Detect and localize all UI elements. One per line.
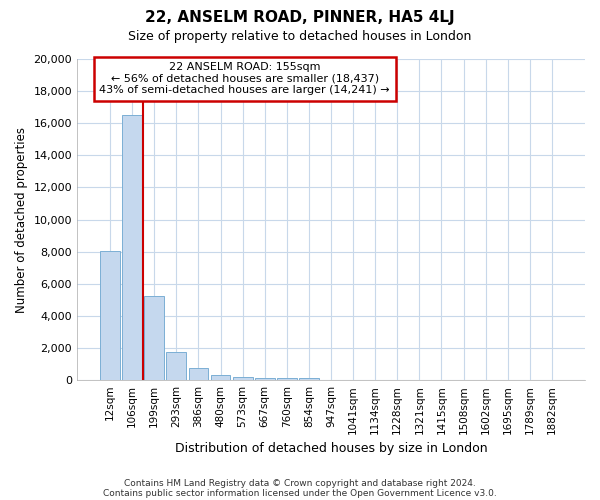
Bar xyxy=(233,377,253,380)
Text: Size of property relative to detached houses in London: Size of property relative to detached ho… xyxy=(128,30,472,43)
Bar xyxy=(211,375,230,380)
Bar xyxy=(299,378,319,380)
Bar xyxy=(145,296,164,380)
Bar xyxy=(100,251,120,380)
Bar xyxy=(188,368,208,380)
Text: 22, ANSELM ROAD, PINNER, HA5 4LJ: 22, ANSELM ROAD, PINNER, HA5 4LJ xyxy=(145,10,455,25)
Text: 22 ANSELM ROAD: 155sqm
← 56% of detached houses are smaller (18,437)
43% of semi: 22 ANSELM ROAD: 155sqm ← 56% of detached… xyxy=(100,62,390,96)
Y-axis label: Number of detached properties: Number of detached properties xyxy=(15,126,28,312)
Bar xyxy=(255,378,275,380)
Bar xyxy=(277,378,297,380)
Text: Contains HM Land Registry data © Crown copyright and database right 2024.: Contains HM Land Registry data © Crown c… xyxy=(124,478,476,488)
Bar xyxy=(166,352,187,380)
Bar xyxy=(122,115,142,380)
X-axis label: Distribution of detached houses by size in London: Distribution of detached houses by size … xyxy=(175,442,487,455)
Text: Contains public sector information licensed under the Open Government Licence v3: Contains public sector information licen… xyxy=(103,488,497,498)
